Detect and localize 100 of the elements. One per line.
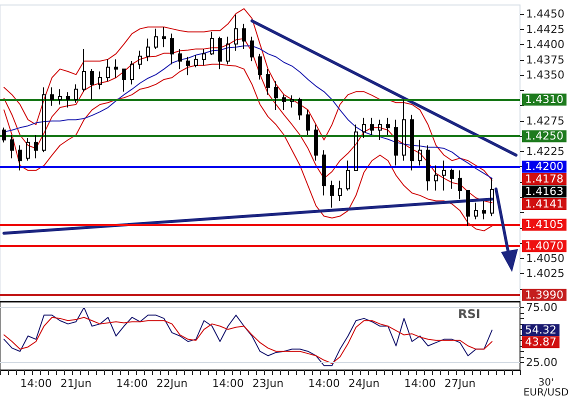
y-tick-label: 1.4400 <box>526 38 564 52</box>
candlestick <box>434 165 438 192</box>
candlestick <box>138 50 142 70</box>
candlestick <box>386 117 390 136</box>
candlestick <box>450 168 454 190</box>
y-tick-label: 1.4425 <box>526 22 564 36</box>
candlestick <box>202 48 206 66</box>
y-tick-label: 25.00 <box>526 356 558 369</box>
x-tick-label: 24Jun <box>348 377 380 390</box>
y-tick-label: 1.4275 <box>526 114 564 128</box>
ref-line-label: 1.3990 <box>525 288 564 302</box>
text: 30' <box>538 378 554 388</box>
candlestick <box>122 68 126 92</box>
text: 1.4163 <box>525 185 564 198</box>
candlestick <box>258 53 262 80</box>
candlestick <box>250 36 254 62</box>
ref-line-label: 1.4070 <box>525 240 564 253</box>
candlestick <box>242 23 246 50</box>
candlestick <box>82 48 86 92</box>
candlestick <box>18 144 22 171</box>
candlestick <box>346 160 350 192</box>
candlestick <box>10 134 14 159</box>
ref-line-label: 1.4310 <box>525 93 564 106</box>
candlestick <box>34 134 38 159</box>
y-tick-label: 1.4050 <box>526 252 564 265</box>
line-series <box>4 306 492 366</box>
ref-line-label: 1.4105 <box>525 218 564 232</box>
x-tick-label: 14:00 <box>20 377 52 390</box>
candlestick <box>290 94 294 108</box>
candlestick <box>218 36 222 70</box>
candlestick <box>482 200 486 220</box>
x-tick-label: 23Jun <box>252 377 284 390</box>
x-tick-label: 27Jun <box>444 377 476 390</box>
x-tick-label: 14:00 <box>212 377 244 390</box>
y-tick-label: 1.4375 <box>526 53 564 66</box>
candlestick <box>354 124 358 171</box>
candlestick <box>210 31 214 56</box>
x-tick-label: 22Jun <box>156 377 188 390</box>
candlestick <box>90 68 94 100</box>
candlestick <box>274 80 278 110</box>
candlestick <box>234 14 238 52</box>
candlestick <box>194 54 198 68</box>
candlestick <box>154 28 158 50</box>
candlestick <box>146 38 150 62</box>
candlestick <box>266 68 270 96</box>
x-tick-label: 14:00 <box>404 377 436 390</box>
line-series <box>4 38 492 204</box>
candlestick <box>2 127 6 143</box>
candlestick <box>130 60 134 85</box>
line-series <box>4 8 492 181</box>
candlestick <box>186 56 190 76</box>
candlestick <box>370 117 374 136</box>
candlestick <box>362 117 366 139</box>
candlestick <box>410 114 414 171</box>
candlestick <box>314 124 318 162</box>
candlestick <box>226 36 230 65</box>
candlestick <box>26 138 30 162</box>
line-series <box>4 316 492 364</box>
x-tick-label: 14:00 <box>308 377 340 390</box>
x-tick-label: 21Jun <box>60 377 92 390</box>
y-tick-label: 1.4025 <box>526 267 564 280</box>
line-series <box>4 45 492 179</box>
candlestick <box>106 58 110 82</box>
candlestick <box>58 88 62 105</box>
candlestick <box>490 178 494 217</box>
annotation: RSI <box>458 307 480 321</box>
x-tick-label: 14:00 <box>116 377 148 390</box>
candlestick <box>394 119 398 166</box>
candlestick <box>330 180 334 208</box>
candlestick <box>178 48 182 70</box>
candlestick <box>114 58 118 78</box>
candlestick <box>322 150 326 196</box>
candlestick <box>50 86 54 106</box>
candlestick <box>458 170 462 200</box>
candlestick <box>42 86 46 153</box>
annotation: 54.32 <box>525 324 556 337</box>
candlestick <box>378 119 382 140</box>
candlestick <box>98 71 102 90</box>
candlestick <box>338 180 342 202</box>
line-series <box>4 64 492 232</box>
candlestick <box>442 160 446 192</box>
y-tick-label: 1.4450 <box>526 8 564 21</box>
ref-line-label: 1.4200 <box>525 160 564 174</box>
candlestick <box>66 92 70 108</box>
text: EUR/USD <box>523 388 569 398</box>
annotation: 43.87 <box>525 336 556 349</box>
candlestick <box>282 94 286 110</box>
candlestick <box>474 202 478 220</box>
candlestick <box>426 144 430 192</box>
candlestick <box>74 84 78 104</box>
candlestick <box>418 139 422 166</box>
y-tick-label: 1.4225 <box>526 144 564 158</box>
candlestick <box>162 26 166 48</box>
candlestick <box>402 99 406 162</box>
candlestick <box>298 97 302 120</box>
candlestick <box>306 109 310 136</box>
ref-line-label: 1.4250 <box>525 130 564 143</box>
candlestick <box>170 33 174 65</box>
text: 1.4178 <box>525 172 564 186</box>
candlestick <box>466 190 470 226</box>
